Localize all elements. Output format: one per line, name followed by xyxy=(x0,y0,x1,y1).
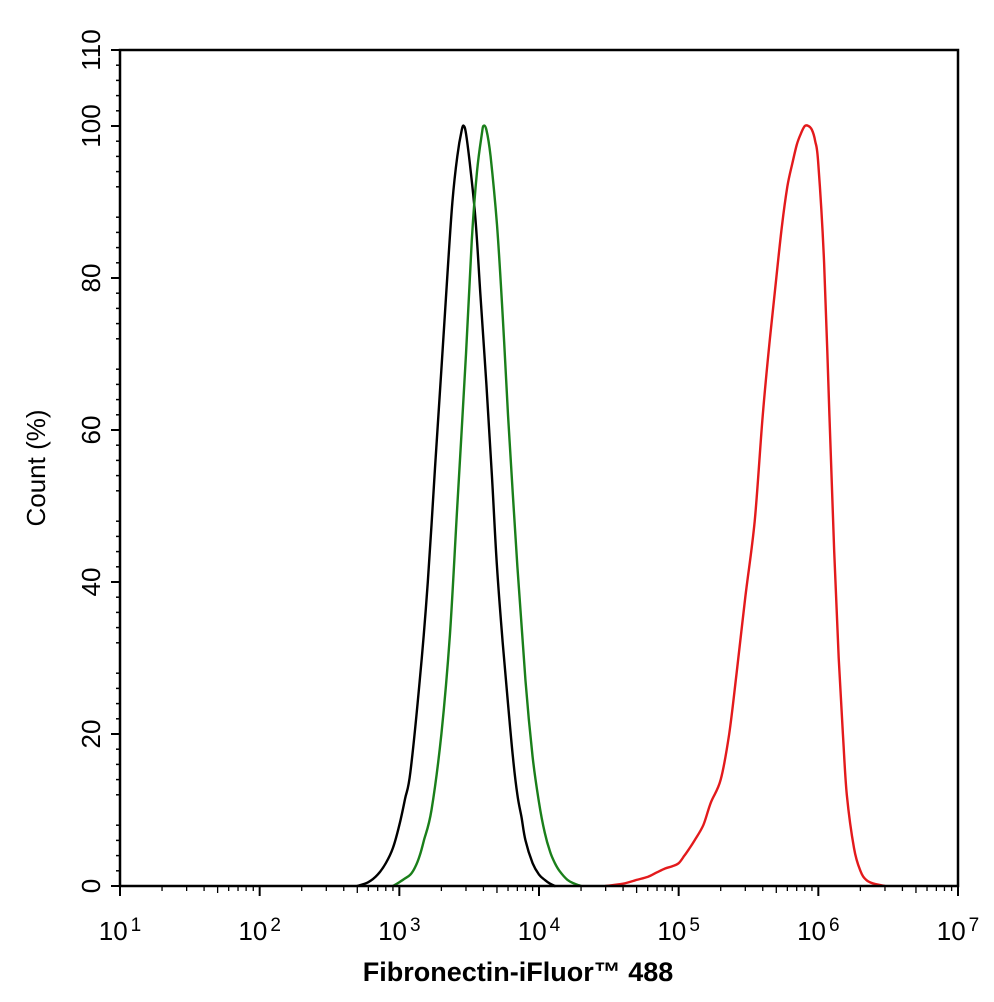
series-line-sample xyxy=(604,124,887,888)
y-major-ticks xyxy=(111,49,120,887)
x-tick-exponent: 6 xyxy=(829,915,840,936)
series-lines xyxy=(356,124,887,888)
x-tick-exponent: 5 xyxy=(689,915,700,936)
x-tick-base: 10 xyxy=(99,916,128,946)
x-tick-exponent: 3 xyxy=(410,915,421,936)
y-axis-title: Count (%) xyxy=(21,409,51,526)
x-tick-labels: 10 1 10 2 10 3 10 4 10 5 10 6 10 7 xyxy=(99,915,980,946)
x-tick-exponent: 1 xyxy=(131,915,142,936)
x-tick-exponent: 4 xyxy=(550,915,561,936)
x-tick-label: 10 3 xyxy=(378,915,421,946)
y-tick-labels: 0 20 40 60 80 100 110 xyxy=(76,29,106,893)
plot-frame xyxy=(118,48,960,888)
y-tick-label: 40 xyxy=(76,568,106,597)
x-tick-label: 10 5 xyxy=(657,915,700,946)
x-tick-base: 10 xyxy=(518,916,547,946)
x-tick-label: 10 6 xyxy=(797,915,840,946)
x-tick-exponent: 2 xyxy=(270,915,281,936)
x-tick-base: 10 xyxy=(378,916,407,946)
x-tick-base: 10 xyxy=(937,916,966,946)
series-line-control xyxy=(356,124,557,888)
y-tick-label: 80 xyxy=(76,264,106,293)
y-tick-label: 0 xyxy=(76,879,106,893)
x-tick-label: 10 7 xyxy=(937,915,980,946)
x-axis-title: Fibronectin-iFluor™ 488 xyxy=(363,957,674,987)
y-tick-label: 20 xyxy=(76,720,106,749)
x-tick-base: 10 xyxy=(238,916,267,946)
x-major-ticks xyxy=(119,886,959,896)
x-tick-base: 10 xyxy=(657,916,686,946)
x-tick-label: 10 1 xyxy=(99,915,142,946)
y-tick-label: 60 xyxy=(76,416,106,445)
x-tick-label: 10 2 xyxy=(238,915,281,946)
x-tick-label: 10 4 xyxy=(518,915,561,946)
y-tick-label: 110 xyxy=(76,29,106,70)
y-tick-label: 100 xyxy=(76,104,106,147)
x-tick-base: 10 xyxy=(797,916,826,946)
series-line-isotype xyxy=(391,124,583,888)
x-tick-exponent: 7 xyxy=(969,915,980,936)
